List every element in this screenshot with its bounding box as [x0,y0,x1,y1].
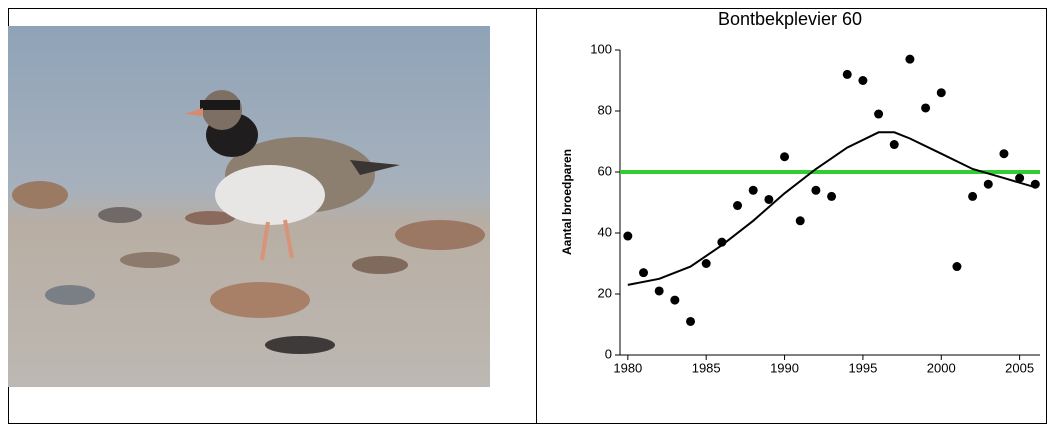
pebble [210,282,310,318]
data-point [764,194,774,204]
data-point [748,185,758,195]
y-tick-label: 100 [590,41,612,56]
data-point [811,185,821,195]
x-tick-label: 2000 [927,360,956,375]
chart-title: Bontbekplevier 60 [718,9,862,29]
data-point [842,69,852,79]
data-point [1030,179,1040,189]
y-tick-label: 20 [598,285,612,300]
pebble [185,211,235,225]
data-point [999,149,1009,159]
pebble [395,220,485,250]
data-point [733,201,743,211]
pebble [352,256,408,274]
x-tick-label: 1990 [770,360,799,375]
y-axis-label: Aantal broedparen [560,149,574,255]
data-point [936,88,946,98]
pebble [120,252,180,268]
bird-photo [8,26,490,387]
data-point [717,237,727,247]
x-tick-label: 1995 [848,360,877,375]
y-tick-label: 40 [598,224,612,239]
pebble [265,336,335,354]
data-point [639,268,649,278]
bird-tail [350,160,400,175]
data-point [968,191,978,201]
data-point [1015,173,1025,183]
x-tick-label: 1985 [692,360,721,375]
bird-beak [185,108,203,116]
data-point [654,286,664,296]
bird-mask [200,100,240,110]
bird-leg [260,221,270,261]
data-point [874,109,884,119]
x-tick-label: 1980 [613,360,642,375]
y-tick-label: 60 [598,163,612,178]
data-point [858,76,868,85]
data-point [827,191,837,201]
data-point [889,140,899,150]
data-point [952,262,962,272]
y-tick-label: 80 [598,102,612,117]
data-point [983,179,993,189]
bird-belly [215,165,325,225]
data-point [701,259,711,268]
data-point [670,295,680,305]
pebble [98,207,142,223]
data-point [623,231,633,241]
pebble [12,181,68,209]
bird-leg [283,219,294,259]
data-point [921,103,931,113]
x-tick-label: 2005 [1005,360,1034,375]
data-point [795,216,805,226]
y-tick-label: 0 [605,346,612,361]
data-point [686,316,696,326]
data-point [780,152,790,162]
data-point [905,54,915,64]
pebble [45,285,95,305]
trend-line [627,131,1036,286]
